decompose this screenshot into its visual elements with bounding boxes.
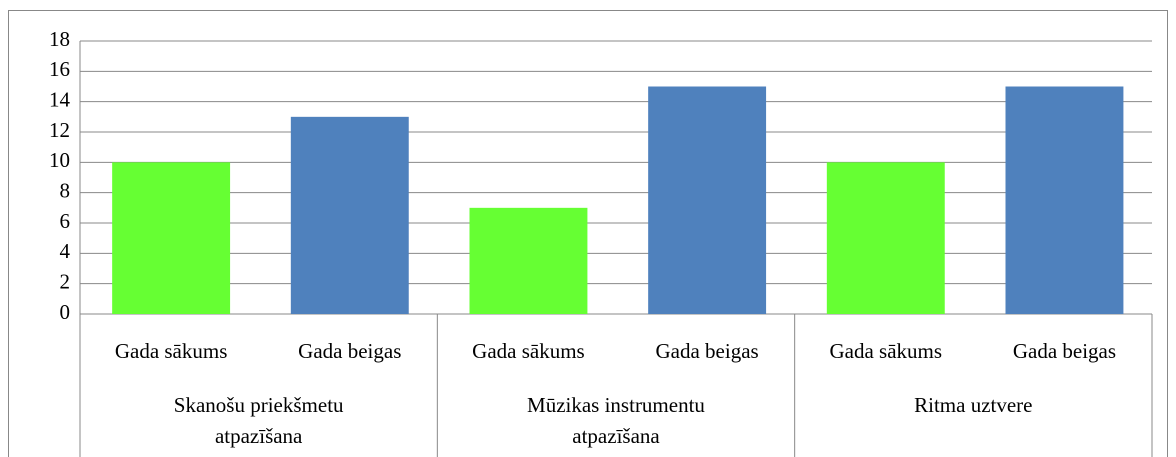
x-tick-label: Gada sākums [115, 339, 228, 363]
x-tick-label: Gada beigas [1013, 339, 1116, 363]
y-tick-label: 2 [60, 269, 71, 293]
group-label: Ritma uztvere [914, 393, 1033, 417]
bar [112, 162, 231, 314]
bar [648, 86, 767, 314]
y-tick-label: 6 [60, 209, 71, 233]
x-tick-label: Gada sākums [472, 339, 585, 363]
x-tick-label: Gada beigas [298, 339, 401, 363]
y-tick-label: 16 [49, 57, 70, 81]
group-label: Skanošu priekšmetu atpazīšana [173, 393, 344, 448]
x-tick-label: Gada beigas [656, 339, 759, 363]
bar [290, 116, 409, 314]
x-tick-label: Gada sākums [830, 339, 943, 363]
bar [826, 162, 945, 314]
y-tick-label: 14 [49, 87, 71, 111]
group-label: Mūzikas instrumentu atpazīšana [527, 393, 705, 448]
bar [1005, 86, 1124, 314]
y-tick-label: 10 [49, 148, 70, 172]
y-tick-label: 0 [60, 300, 71, 324]
y-tick-label: 8 [60, 178, 71, 202]
bar [469, 207, 588, 314]
y-tick-label: 12 [49, 118, 70, 142]
y-tick-label: 18 [49, 27, 70, 51]
y-tick-label: 4 [60, 239, 71, 263]
